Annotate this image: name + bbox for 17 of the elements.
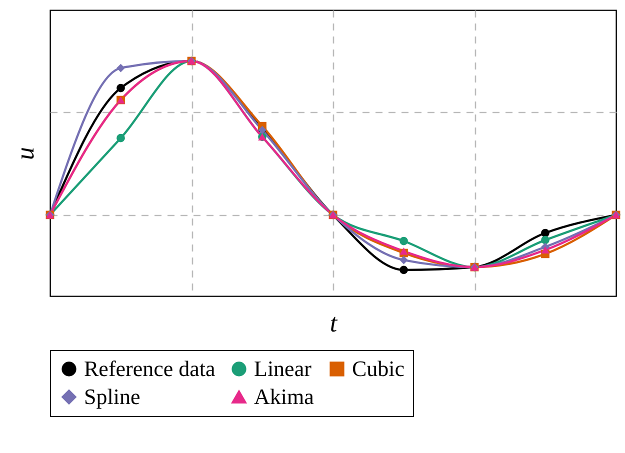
point [400, 236, 408, 246]
point [541, 236, 550, 244]
y-axis-title: u [10, 147, 40, 160]
legend-label: Cubic [352, 356, 405, 381]
point [116, 84, 125, 92]
point [400, 247, 408, 255]
legend-label: Linear [254, 356, 312, 381]
point [400, 256, 408, 264]
point [541, 228, 550, 238]
point [116, 134, 125, 142]
legend-label: Spline [84, 384, 140, 409]
legend-label: Reference data [84, 356, 216, 381]
point [541, 246, 550, 254]
x-axis-title: t [330, 308, 338, 338]
legend-label: Akima [254, 384, 314, 409]
point [116, 64, 125, 72]
point [400, 266, 408, 274]
